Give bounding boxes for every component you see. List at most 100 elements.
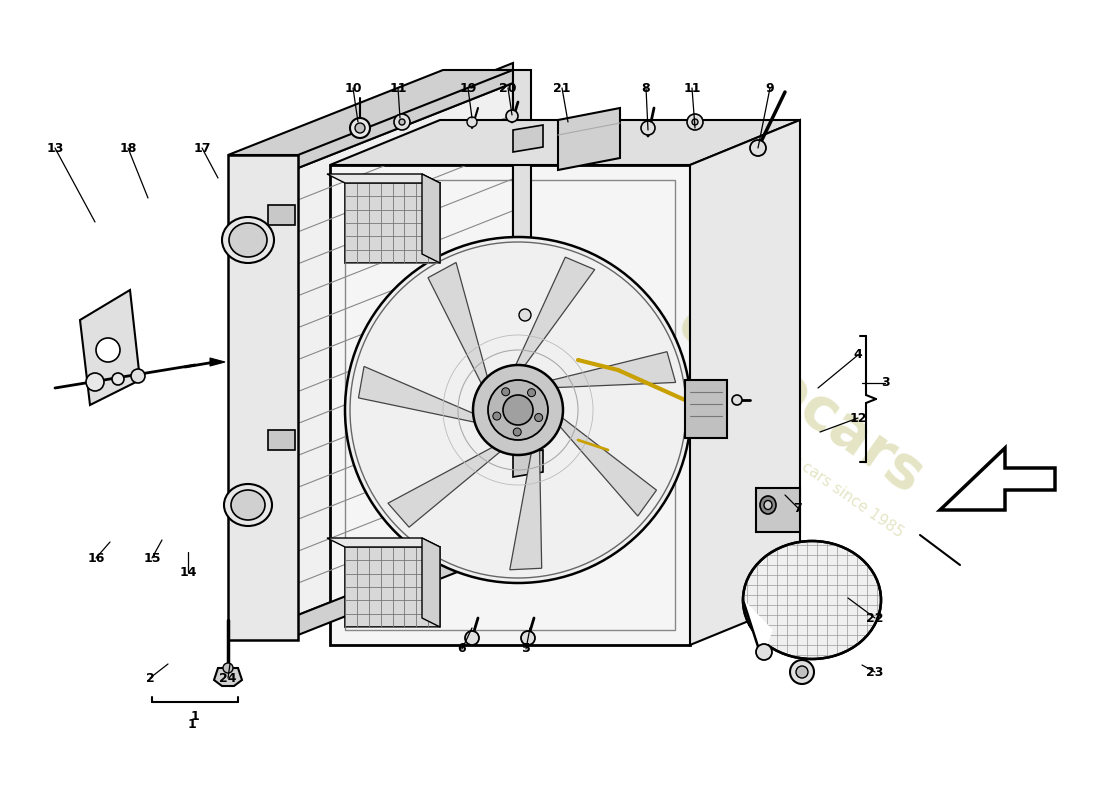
Circle shape	[394, 114, 410, 130]
Polygon shape	[345, 547, 440, 627]
Polygon shape	[345, 183, 440, 263]
Ellipse shape	[224, 484, 272, 526]
Polygon shape	[268, 430, 295, 450]
Circle shape	[473, 365, 563, 455]
Text: 23: 23	[867, 666, 883, 678]
Polygon shape	[298, 63, 513, 168]
Circle shape	[112, 373, 124, 385]
Circle shape	[506, 110, 518, 122]
Ellipse shape	[764, 501, 772, 510]
Circle shape	[355, 123, 365, 133]
Text: 5: 5	[521, 642, 530, 655]
Circle shape	[275, 437, 285, 447]
Ellipse shape	[229, 223, 267, 257]
Polygon shape	[756, 488, 800, 532]
Polygon shape	[558, 108, 620, 170]
Circle shape	[688, 114, 703, 130]
Ellipse shape	[231, 490, 265, 520]
Text: 2: 2	[145, 671, 154, 685]
Text: 24: 24	[219, 671, 236, 685]
Circle shape	[796, 666, 808, 678]
Circle shape	[488, 380, 548, 440]
Text: 12: 12	[849, 411, 867, 425]
Ellipse shape	[742, 541, 881, 659]
Polygon shape	[298, 83, 513, 615]
Circle shape	[756, 644, 772, 660]
Polygon shape	[80, 290, 140, 405]
Text: 10: 10	[344, 82, 362, 94]
Text: 4: 4	[854, 349, 862, 362]
Circle shape	[131, 369, 145, 383]
Circle shape	[732, 395, 742, 405]
Polygon shape	[690, 120, 800, 645]
Polygon shape	[327, 538, 440, 547]
Text: 22: 22	[867, 611, 883, 625]
Polygon shape	[560, 418, 657, 516]
Text: 14: 14	[179, 566, 197, 578]
Text: 17: 17	[194, 142, 211, 154]
Polygon shape	[228, 155, 298, 640]
Text: a passion for cars since 1985: a passion for cars since 1985	[714, 400, 906, 540]
Text: 11: 11	[389, 82, 407, 94]
Polygon shape	[388, 447, 500, 527]
Circle shape	[692, 119, 698, 125]
Polygon shape	[513, 125, 543, 152]
Polygon shape	[685, 380, 727, 438]
Polygon shape	[298, 530, 513, 635]
Polygon shape	[940, 448, 1055, 510]
Polygon shape	[422, 174, 440, 263]
Polygon shape	[742, 600, 772, 659]
Circle shape	[465, 631, 478, 645]
Polygon shape	[513, 70, 531, 555]
Text: 13: 13	[46, 142, 64, 154]
Polygon shape	[552, 352, 675, 387]
Polygon shape	[422, 538, 440, 627]
Text: 15: 15	[143, 551, 161, 565]
Circle shape	[535, 414, 542, 422]
Circle shape	[514, 428, 521, 436]
Polygon shape	[516, 257, 595, 366]
Text: 3: 3	[881, 377, 889, 390]
Polygon shape	[359, 366, 475, 422]
Text: 18: 18	[119, 142, 136, 154]
Circle shape	[223, 663, 233, 673]
Text: 1: 1	[188, 718, 197, 730]
Circle shape	[790, 660, 814, 684]
Circle shape	[399, 119, 405, 125]
Text: 11: 11	[683, 82, 701, 94]
Text: 7: 7	[793, 502, 802, 514]
Circle shape	[345, 237, 691, 583]
Polygon shape	[268, 205, 295, 225]
Text: 21: 21	[553, 82, 571, 94]
Polygon shape	[509, 450, 541, 570]
Text: 9: 9	[766, 82, 774, 94]
Polygon shape	[210, 358, 225, 366]
Text: 8: 8	[641, 82, 650, 94]
Circle shape	[528, 389, 536, 397]
Polygon shape	[214, 668, 242, 686]
Polygon shape	[327, 174, 440, 183]
Polygon shape	[330, 120, 800, 165]
Circle shape	[86, 373, 104, 391]
Circle shape	[503, 395, 534, 425]
Circle shape	[493, 412, 500, 420]
Text: 20: 20	[499, 82, 517, 94]
Ellipse shape	[760, 496, 775, 514]
Circle shape	[96, 338, 120, 362]
Circle shape	[641, 121, 654, 135]
Circle shape	[521, 631, 535, 645]
Text: 16: 16	[87, 551, 104, 565]
Circle shape	[468, 117, 477, 127]
Circle shape	[502, 388, 509, 396]
Text: eurocars: eurocars	[666, 294, 934, 506]
Polygon shape	[428, 262, 487, 384]
Polygon shape	[330, 165, 690, 645]
Circle shape	[519, 309, 531, 321]
Polygon shape	[513, 450, 543, 477]
Text: 1: 1	[190, 710, 199, 722]
Text: 19: 19	[460, 82, 476, 94]
Polygon shape	[228, 70, 513, 155]
Ellipse shape	[222, 217, 274, 263]
Text: 6: 6	[458, 642, 466, 655]
Circle shape	[750, 140, 766, 156]
